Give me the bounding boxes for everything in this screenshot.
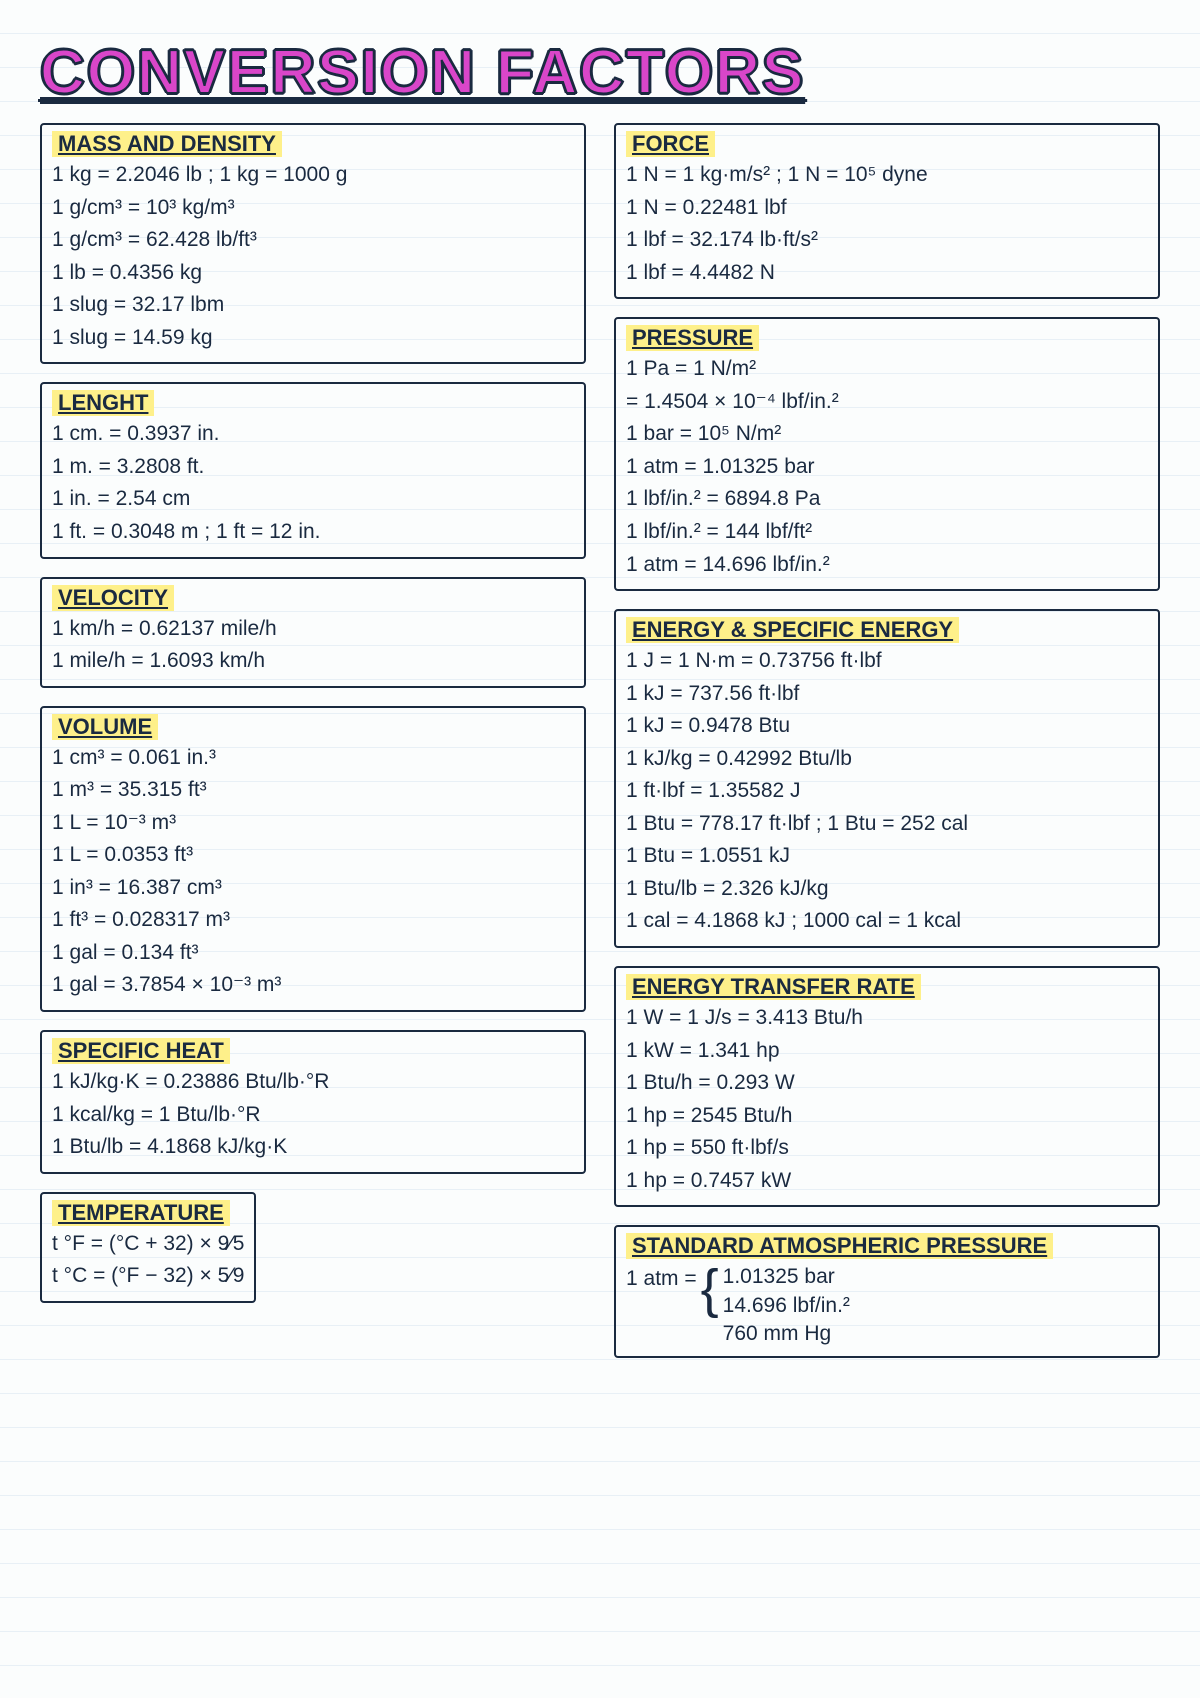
conversion-row: 1 m³ = 35.315 ft³ — [52, 774, 574, 807]
page-title: CONVERSION FACTORS — [40, 40, 1160, 105]
conversion-row: 1 cal = 4.1868 kJ ; 1000 cal = 1 kcal — [626, 905, 1148, 938]
conversion-row: 1 Btu = 778.17 ft·lbf ; 1 Btu = 252 cal — [626, 808, 1148, 841]
heading-velocity: VELOCITY — [52, 585, 174, 611]
brace-icon: { — [701, 1263, 719, 1348]
atm-lead: 1 atm = — [626, 1263, 697, 1348]
conversion-row: 1 Btu/h = 0.293 W — [626, 1067, 1148, 1100]
conversion-row: 1 lbf/in.² = 144 lbf/ft² — [626, 516, 1148, 549]
conversion-row: 1 gal = 3.7854 × 10⁻³ m³ — [52, 969, 574, 1002]
conversion-row: 1 Pa = 1 N/m² — [626, 353, 1148, 386]
heading-mass-density: MASS AND DENSITY — [52, 131, 282, 157]
conversion-row: 1 ft. = 0.3048 m ; 1 ft = 12 in. — [52, 516, 574, 549]
conversion-row: 1 hp = 550 ft·lbf/s — [626, 1132, 1148, 1165]
box-pressure: PRESSURE 1 Pa = 1 N/m² = 1.4504 × 10⁻⁴ l… — [614, 317, 1160, 591]
box-std-atm: STANDARD ATMOSPHERIC PRESSURE 1 atm = { … — [614, 1225, 1160, 1358]
heading-volume: VOLUME — [52, 714, 158, 740]
conversion-row: 1 N = 0.22481 lbf — [626, 192, 1148, 225]
conversion-row: 1 lb = 0.4356 kg — [52, 257, 574, 290]
box-velocity: VELOCITY 1 km/h = 0.62137 mile/h 1 mile/… — [40, 577, 586, 688]
conversion-row: 1 kJ/kg·K = 0.23886 Btu/lb·°R — [52, 1066, 574, 1099]
conversion-row: 1 km/h = 0.62137 mile/h — [52, 613, 574, 646]
right-column: FORCE 1 N = 1 kg·m/s² ; 1 N = 10⁵ dyne 1… — [614, 123, 1160, 1376]
conversion-row: 1 g/cm³ = 62.428 lb/ft³ — [52, 224, 574, 257]
conversion-row: 1 kJ = 0.9478 Btu — [626, 710, 1148, 743]
left-column: MASS AND DENSITY 1 kg = 2.2046 lb ; 1 kg… — [40, 123, 586, 1376]
conversion-row: 1 g/cm³ = 10³ kg/m³ — [52, 192, 574, 225]
box-specific-heat: SPECIFIC HEAT 1 kJ/kg·K = 0.23886 Btu/lb… — [40, 1030, 586, 1174]
heading-specific-heat: SPECIFIC HEAT — [52, 1038, 230, 1064]
conversion-row: 1 hp = 2545 Btu/h — [626, 1100, 1148, 1133]
conversion-row: 1 L = 0.0353 ft³ — [52, 839, 574, 872]
conversion-row: 1 cm³ = 0.061 in.³ — [52, 742, 574, 775]
page: CONVERSION FACTORS MASS AND DENSITY 1 kg… — [0, 0, 1200, 1698]
columns: MASS AND DENSITY 1 kg = 2.2046 lb ; 1 kg… — [40, 123, 1160, 1376]
heading-temperature: TEMPERATURE — [52, 1200, 230, 1226]
box-force: FORCE 1 N = 1 kg·m/s² ; 1 N = 10⁵ dyne 1… — [614, 123, 1160, 299]
brace-block: 1 atm = { 1.01325 bar 14.696 lbf/in.² 76… — [626, 1263, 1148, 1348]
heading-energy: ENERGY & SPECIFIC ENERGY — [626, 617, 959, 643]
brace-items: 1.01325 bar 14.696 lbf/in.² 760 mm Hg — [723, 1263, 850, 1348]
conversion-row: 1 lbf = 4.4482 N — [626, 257, 1148, 290]
conversion-row: 1 kJ/kg = 0.42992 Btu/lb — [626, 743, 1148, 776]
conversion-row: = 1.4504 × 10⁻⁴ lbf/in.² — [626, 386, 1148, 419]
conversion-row: 1 kJ = 737.56 ft·lbf — [626, 678, 1148, 711]
conversion-row: 1 Btu/lb = 2.326 kJ/kg — [626, 873, 1148, 906]
conversion-row: 1 L = 10⁻³ m³ — [52, 807, 574, 840]
conversion-row: 1 kcal/kg = 1 Btu/lb·°R — [52, 1099, 574, 1132]
conversion-row: 1 J = 1 N·m = 0.73756 ft·lbf — [626, 645, 1148, 678]
heading-std-atm: STANDARD ATMOSPHERIC PRESSURE — [626, 1233, 1053, 1259]
conversion-row: 1 in. = 2.54 cm — [52, 483, 574, 516]
conversion-row: 1 mile/h = 1.6093 km/h — [52, 645, 574, 678]
conversion-row: 1 N = 1 kg·m/s² ; 1 N = 10⁵ dyne — [626, 159, 1148, 192]
formula-row: t °C = (°F − 32) × 5⁄9 — [52, 1260, 244, 1293]
conversion-row: 1 Btu/lb = 4.1868 kJ/kg·K — [52, 1131, 574, 1164]
conversion-row: 1 slug = 32.17 lbm — [52, 289, 574, 322]
box-energy-transfer: ENERGY TRANSFER RATE 1 W = 1 J/s = 3.413… — [614, 966, 1160, 1207]
conversion-row: 1 kW = 1.341 hp — [626, 1035, 1148, 1068]
conversion-row: 1 ft³ = 0.028317 m³ — [52, 904, 574, 937]
conversion-row: 1 m. = 3.2808 ft. — [52, 451, 574, 484]
conversion-row: 14.696 lbf/in.² — [723, 1292, 850, 1320]
heading-force: FORCE — [626, 131, 715, 157]
conversion-row: 1 Btu = 1.0551 kJ — [626, 840, 1148, 873]
conversion-row: 1 kg = 2.2046 lb ; 1 kg = 1000 g — [52, 159, 574, 192]
conversion-row: 1 ft·lbf = 1.35582 J — [626, 775, 1148, 808]
conversion-row: 1 W = 1 J/s = 3.413 Btu/h — [626, 1002, 1148, 1035]
box-volume: VOLUME 1 cm³ = 0.061 in.³ 1 m³ = 35.315 … — [40, 706, 586, 1012]
conversion-row: 1 in³ = 16.387 cm³ — [52, 872, 574, 905]
conversion-row: 1 slug = 14.59 kg — [52, 322, 574, 355]
box-length: LENGHT 1 cm. = 0.3937 in. 1 m. = 3.2808 … — [40, 382, 586, 558]
conversion-row: 1.01325 bar — [723, 1263, 850, 1291]
box-mass-density: MASS AND DENSITY 1 kg = 2.2046 lb ; 1 kg… — [40, 123, 586, 364]
conversion-row: 1 atm = 1.01325 bar — [626, 451, 1148, 484]
conversion-row: 1 lbf/in.² = 6894.8 Pa — [626, 483, 1148, 516]
box-energy: ENERGY & SPECIFIC ENERGY 1 J = 1 N·m = 0… — [614, 609, 1160, 948]
heading-length: LENGHT — [52, 390, 154, 416]
conversion-row: 1 lbf = 32.174 lb·ft/s² — [626, 224, 1148, 257]
conversion-row: 1 bar = 10⁵ N/m² — [626, 418, 1148, 451]
heading-pressure: PRESSURE — [626, 325, 759, 351]
conversion-row: 1 atm = 14.696 lbf/in.² — [626, 549, 1148, 582]
conversion-row: 760 mm Hg — [723, 1320, 850, 1348]
formula-row: t °F = (°C + 32) × 9⁄5 — [52, 1228, 244, 1261]
conversion-row: 1 gal = 0.134 ft³ — [52, 937, 574, 970]
conversion-row: 1 hp = 0.7457 kW — [626, 1165, 1148, 1198]
box-temperature: TEMPERATURE t °F = (°C + 32) × 9⁄5 t °C … — [40, 1192, 256, 1303]
heading-energy-transfer: ENERGY TRANSFER RATE — [626, 974, 921, 1000]
conversion-row: 1 cm. = 0.3937 in. — [52, 418, 574, 451]
